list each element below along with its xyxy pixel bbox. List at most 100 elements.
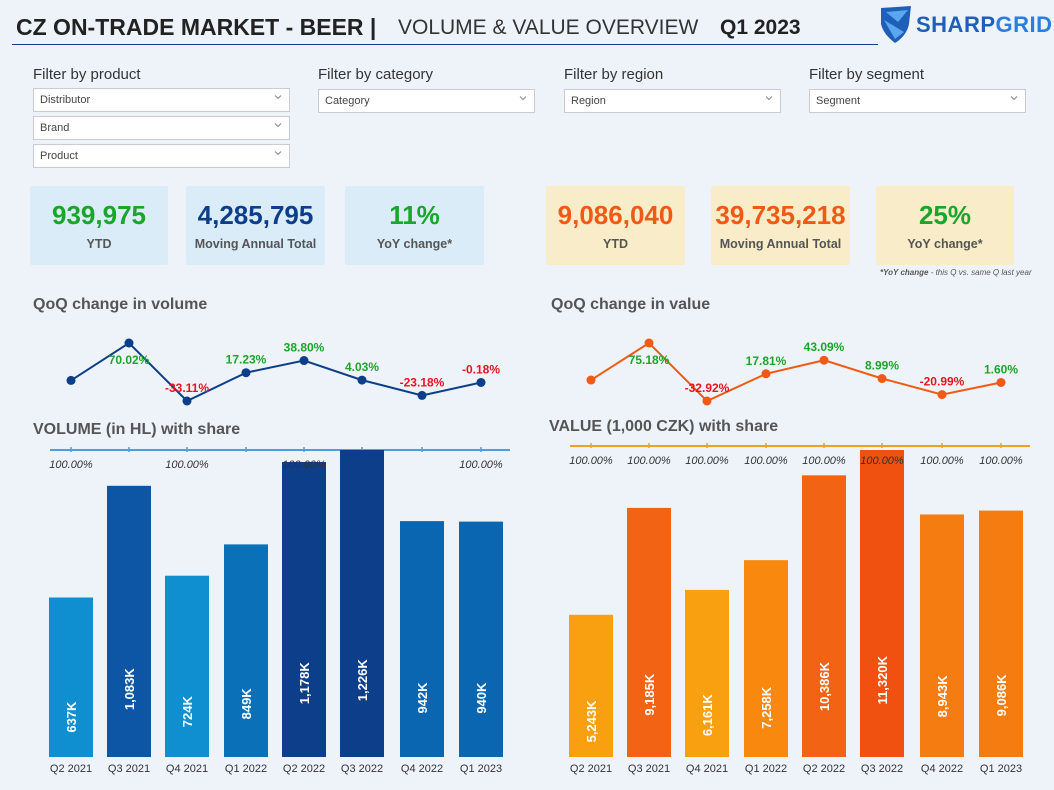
chevron-down-icon	[1010, 96, 1018, 101]
segment-select[interactable]: Segment	[809, 89, 1026, 113]
series-line	[70, 341, 482, 403]
x-tick-label: Q1 2023	[980, 763, 1022, 775]
bar	[802, 475, 846, 757]
chevron-down-icon	[765, 96, 773, 101]
data-label: 4.03%	[345, 360, 379, 374]
x-tick-label: Q3 2021	[628, 763, 670, 775]
data-label: 8.99%	[865, 359, 899, 373]
page-subtitle: VOLUME & VALUE OVERVIEW	[398, 16, 699, 39]
qoq-volume-line-chart: 70.02% -33.11% 17.23% 38.80% 4.03% -23.18% -0.…	[66, 338, 500, 406]
chevron-down-icon	[274, 151, 282, 156]
brand-select[interactable]: Brand	[33, 116, 290, 140]
category-select[interactable]: Category	[318, 89, 535, 113]
bar-value-label: 10,386K	[817, 661, 832, 711]
product-select-value: Product	[40, 150, 78, 162]
data-label: 75.18%	[629, 353, 670, 367]
bar-value-label: 942K	[415, 682, 430, 714]
value-chart-title: VALUE (1,000 CZK) with share	[549, 418, 779, 435]
share-label: 100.00%	[685, 455, 729, 467]
kpi-volume-ytd: 939,975 YTD	[30, 186, 168, 265]
data-point	[644, 338, 654, 348]
bar-value-label: 5,243K	[584, 700, 599, 743]
data-label: 17.81%	[746, 354, 787, 368]
page-title: CZ ON-TRADE MARKET - BEER |	[16, 14, 377, 40]
region-select-value: Region	[571, 95, 606, 107]
category-select-value: Category	[325, 95, 370, 107]
data-point	[937, 390, 947, 400]
x-tick-label: Q4 2022	[401, 763, 443, 775]
x-tick-label: Q2 2022	[803, 763, 845, 775]
bar-value-label: 724K	[180, 696, 195, 728]
kpi-volume-yoy-label: YoY change*	[376, 237, 453, 251]
x-tick-label: Q4 2021	[166, 763, 208, 775]
bar-value-label: 9,185K	[642, 673, 657, 716]
kpi-volume-mat-value: 4,285,795	[197, 200, 314, 230]
share-label: 100.00%	[282, 459, 326, 471]
data-point	[66, 375, 76, 385]
qoq-value-line-chart: 75.18% -32.92% 17.81% 43.09% 8.99% -20.99% 1.6…	[586, 338, 1018, 406]
bar	[340, 450, 384, 757]
logo-shield-icon	[881, 6, 911, 43]
kpi-value-ytd: 9,086,040 YTD	[546, 186, 685, 265]
bar	[920, 514, 964, 757]
bar-value-label: 1,083K	[122, 668, 137, 711]
kpi-value-mat-value: 39,735,218	[715, 200, 846, 230]
bar	[860, 450, 904, 757]
data-point	[819, 355, 829, 365]
x-tick-label: Q2 2021	[50, 763, 92, 775]
x-tick-label: Q4 2022	[921, 763, 963, 775]
bar-value-label: 6,161K	[700, 694, 715, 737]
logo-wordmark: SHARPGRID	[916, 12, 1053, 37]
share-label: 100.00%	[459, 459, 503, 471]
brand-select-value: Brand	[40, 122, 70, 134]
kpi-volume-mat-label: Moving Annual Total	[194, 237, 317, 251]
data-point	[417, 390, 427, 400]
bar-value-label: 849K	[239, 688, 254, 720]
share-label: 100.00%	[569, 455, 613, 467]
data-label: -32.92%	[685, 381, 730, 395]
bar-value-label: 11,320K	[875, 655, 890, 704]
bar	[459, 521, 503, 757]
distributor-select[interactable]: Distributor	[33, 88, 290, 112]
bar	[49, 597, 93, 757]
bar-value-label: 1,178K	[297, 662, 312, 705]
chevron-down-icon	[519, 96, 527, 101]
x-tick-label: Q1 2023	[460, 763, 502, 775]
data-point	[476, 377, 486, 387]
bar-value-label: 940K	[474, 682, 489, 714]
kpi-volume-ytd-label: YTD	[86, 237, 112, 251]
share-label: 100.00%	[802, 455, 846, 467]
period-label: Q1 2023	[720, 16, 801, 39]
share-label: 100.00%	[920, 455, 964, 467]
value-bar-chart: 5,243K Q2 2021 100.00% 9,185K Q3 2021 100.00%…	[569, 443, 1030, 775]
data-point	[182, 396, 192, 406]
kpi-value-yoy-label: YoY change*	[907, 237, 983, 251]
filter-region-label: Filter by region	[564, 66, 664, 83]
product-select[interactable]: Product	[33, 144, 290, 168]
filter-product-label: Filter by product	[33, 66, 141, 83]
bar	[224, 544, 268, 757]
kpi-volume-mat: 4,285,795 Moving Annual Total	[186, 186, 325, 265]
qoq-value-title: QoQ change in value	[551, 296, 711, 313]
bar-value-label: 637K	[64, 701, 79, 733]
data-label: 17.23%	[226, 353, 267, 367]
x-tick-label: Q1 2022	[225, 763, 267, 775]
bar-value-label: 1,226K	[355, 659, 370, 702]
page-header: CZ ON-TRADE MARKET - BEER | VOLUME & VAL…	[12, 10, 878, 45]
bar	[400, 521, 444, 757]
x-tick-label: Q2 2021	[570, 763, 612, 775]
volume-bar-chart: 637K Q2 2021 100.00% 1,083K Q3 2021 724K Q4 20…	[49, 447, 510, 775]
share-label: 100.00%	[49, 459, 93, 471]
sharpgrid-logo: SHARPGRID	[878, 2, 1052, 46]
yoy-footnote: *YoY change - this Q vs. same Q last yea…	[880, 268, 1032, 277]
share-label: 100.00%	[744, 455, 788, 467]
filter-category-label: Filter by category	[318, 66, 434, 83]
data-label: -23.18%	[400, 375, 445, 389]
region-select[interactable]: Region	[564, 89, 781, 113]
x-tick-label: Q4 2021	[686, 763, 728, 775]
series-line	[590, 341, 1002, 403]
bar-value-label: 8,943K	[935, 675, 950, 718]
kpi-value-ytd-label: YTD	[603, 237, 628, 251]
data-point	[124, 338, 134, 348]
distributor-select-value: Distributor	[40, 94, 91, 106]
